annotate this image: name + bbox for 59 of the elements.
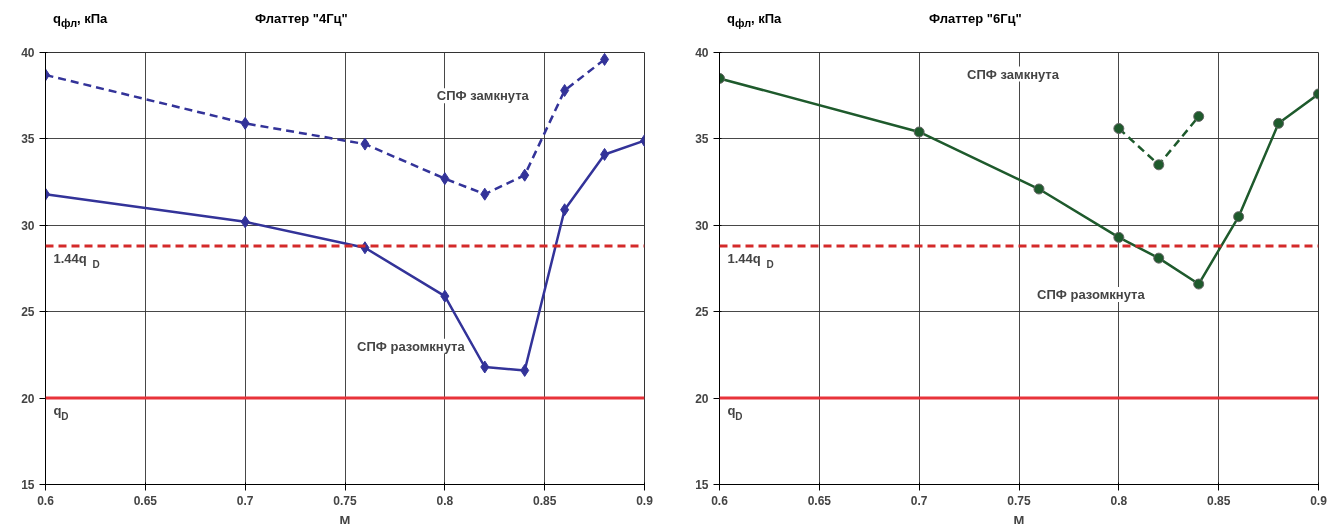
y-tick-label: 30 bbox=[21, 218, 35, 233]
x-tick-label: 0.6 bbox=[711, 493, 729, 508]
annotation: СПФ замкнута bbox=[967, 66, 1060, 82]
point bbox=[1153, 159, 1165, 171]
x-tick-label: 0.9 bbox=[636, 493, 654, 508]
y-tick-label: 30 bbox=[695, 218, 709, 233]
point bbox=[1113, 123, 1125, 135]
point bbox=[480, 360, 490, 374]
point bbox=[1233, 211, 1245, 223]
point bbox=[600, 147, 610, 161]
point bbox=[1273, 117, 1285, 129]
x-tick-label: 0.7 bbox=[910, 493, 928, 508]
y-tick-label: 35 bbox=[21, 132, 35, 147]
x-tick-label: 0.9 bbox=[1310, 493, 1328, 508]
point bbox=[240, 215, 250, 229]
x-tick-label: 0.8 bbox=[436, 493, 454, 508]
y-tick-label: 35 bbox=[695, 132, 709, 147]
x-tick-label: 0.6 bbox=[37, 493, 55, 508]
annotation: СПФ замкнута bbox=[436, 88, 530, 104]
point bbox=[480, 187, 490, 201]
y-axis-title: q$_{фл}$, кПа bbox=[53, 11, 108, 29]
point bbox=[1153, 252, 1165, 264]
point bbox=[440, 289, 450, 303]
y-tick-label: 40 bbox=[695, 46, 709, 60]
point bbox=[600, 52, 610, 66]
point bbox=[913, 126, 925, 138]
y-tick-label: 40 bbox=[21, 46, 35, 60]
x-axis-title: M bbox=[1013, 512, 1025, 524]
x-tick-label: 0.8 bbox=[1110, 493, 1128, 508]
y-axis-title: q$_{фл}$, кПа bbox=[727, 11, 782, 29]
y-tick-label: 25 bbox=[695, 305, 709, 320]
x-tick-label: 0.85 bbox=[1206, 493, 1231, 508]
x-tick-label: 0.65 bbox=[133, 493, 158, 508]
point bbox=[1193, 278, 1205, 290]
x-tick-label: 0.75 bbox=[333, 493, 357, 508]
point bbox=[1193, 110, 1205, 122]
chart-title: Флаттер "6Гц" bbox=[929, 11, 1022, 26]
point bbox=[560, 84, 570, 98]
point bbox=[520, 168, 530, 182]
point bbox=[240, 116, 250, 130]
point bbox=[360, 137, 370, 151]
y-tick-label: 20 bbox=[695, 391, 709, 406]
point bbox=[440, 172, 450, 186]
annotation: СПФ разомкнута bbox=[1037, 286, 1146, 302]
annotation: СПФ разомкнута bbox=[357, 338, 466, 354]
y-tick-label: 15 bbox=[21, 478, 35, 492]
y-tick-label: 20 bbox=[21, 391, 35, 406]
point bbox=[520, 363, 530, 377]
x-tick-label: 0.75 bbox=[1007, 493, 1031, 508]
y-tick-label: 15 bbox=[695, 478, 709, 492]
point bbox=[1113, 231, 1125, 243]
y-tick-label: 25 bbox=[21, 305, 35, 320]
chart-title: Флаттер "4Гц" bbox=[255, 11, 348, 26]
x-tick-label: 0.65 bbox=[807, 493, 832, 508]
point bbox=[560, 203, 570, 217]
x-tick-label: 0.7 bbox=[236, 493, 254, 508]
x-axis-title: M bbox=[339, 512, 351, 524]
x-tick-label: 0.85 bbox=[532, 493, 557, 508]
point bbox=[1033, 183, 1045, 195]
